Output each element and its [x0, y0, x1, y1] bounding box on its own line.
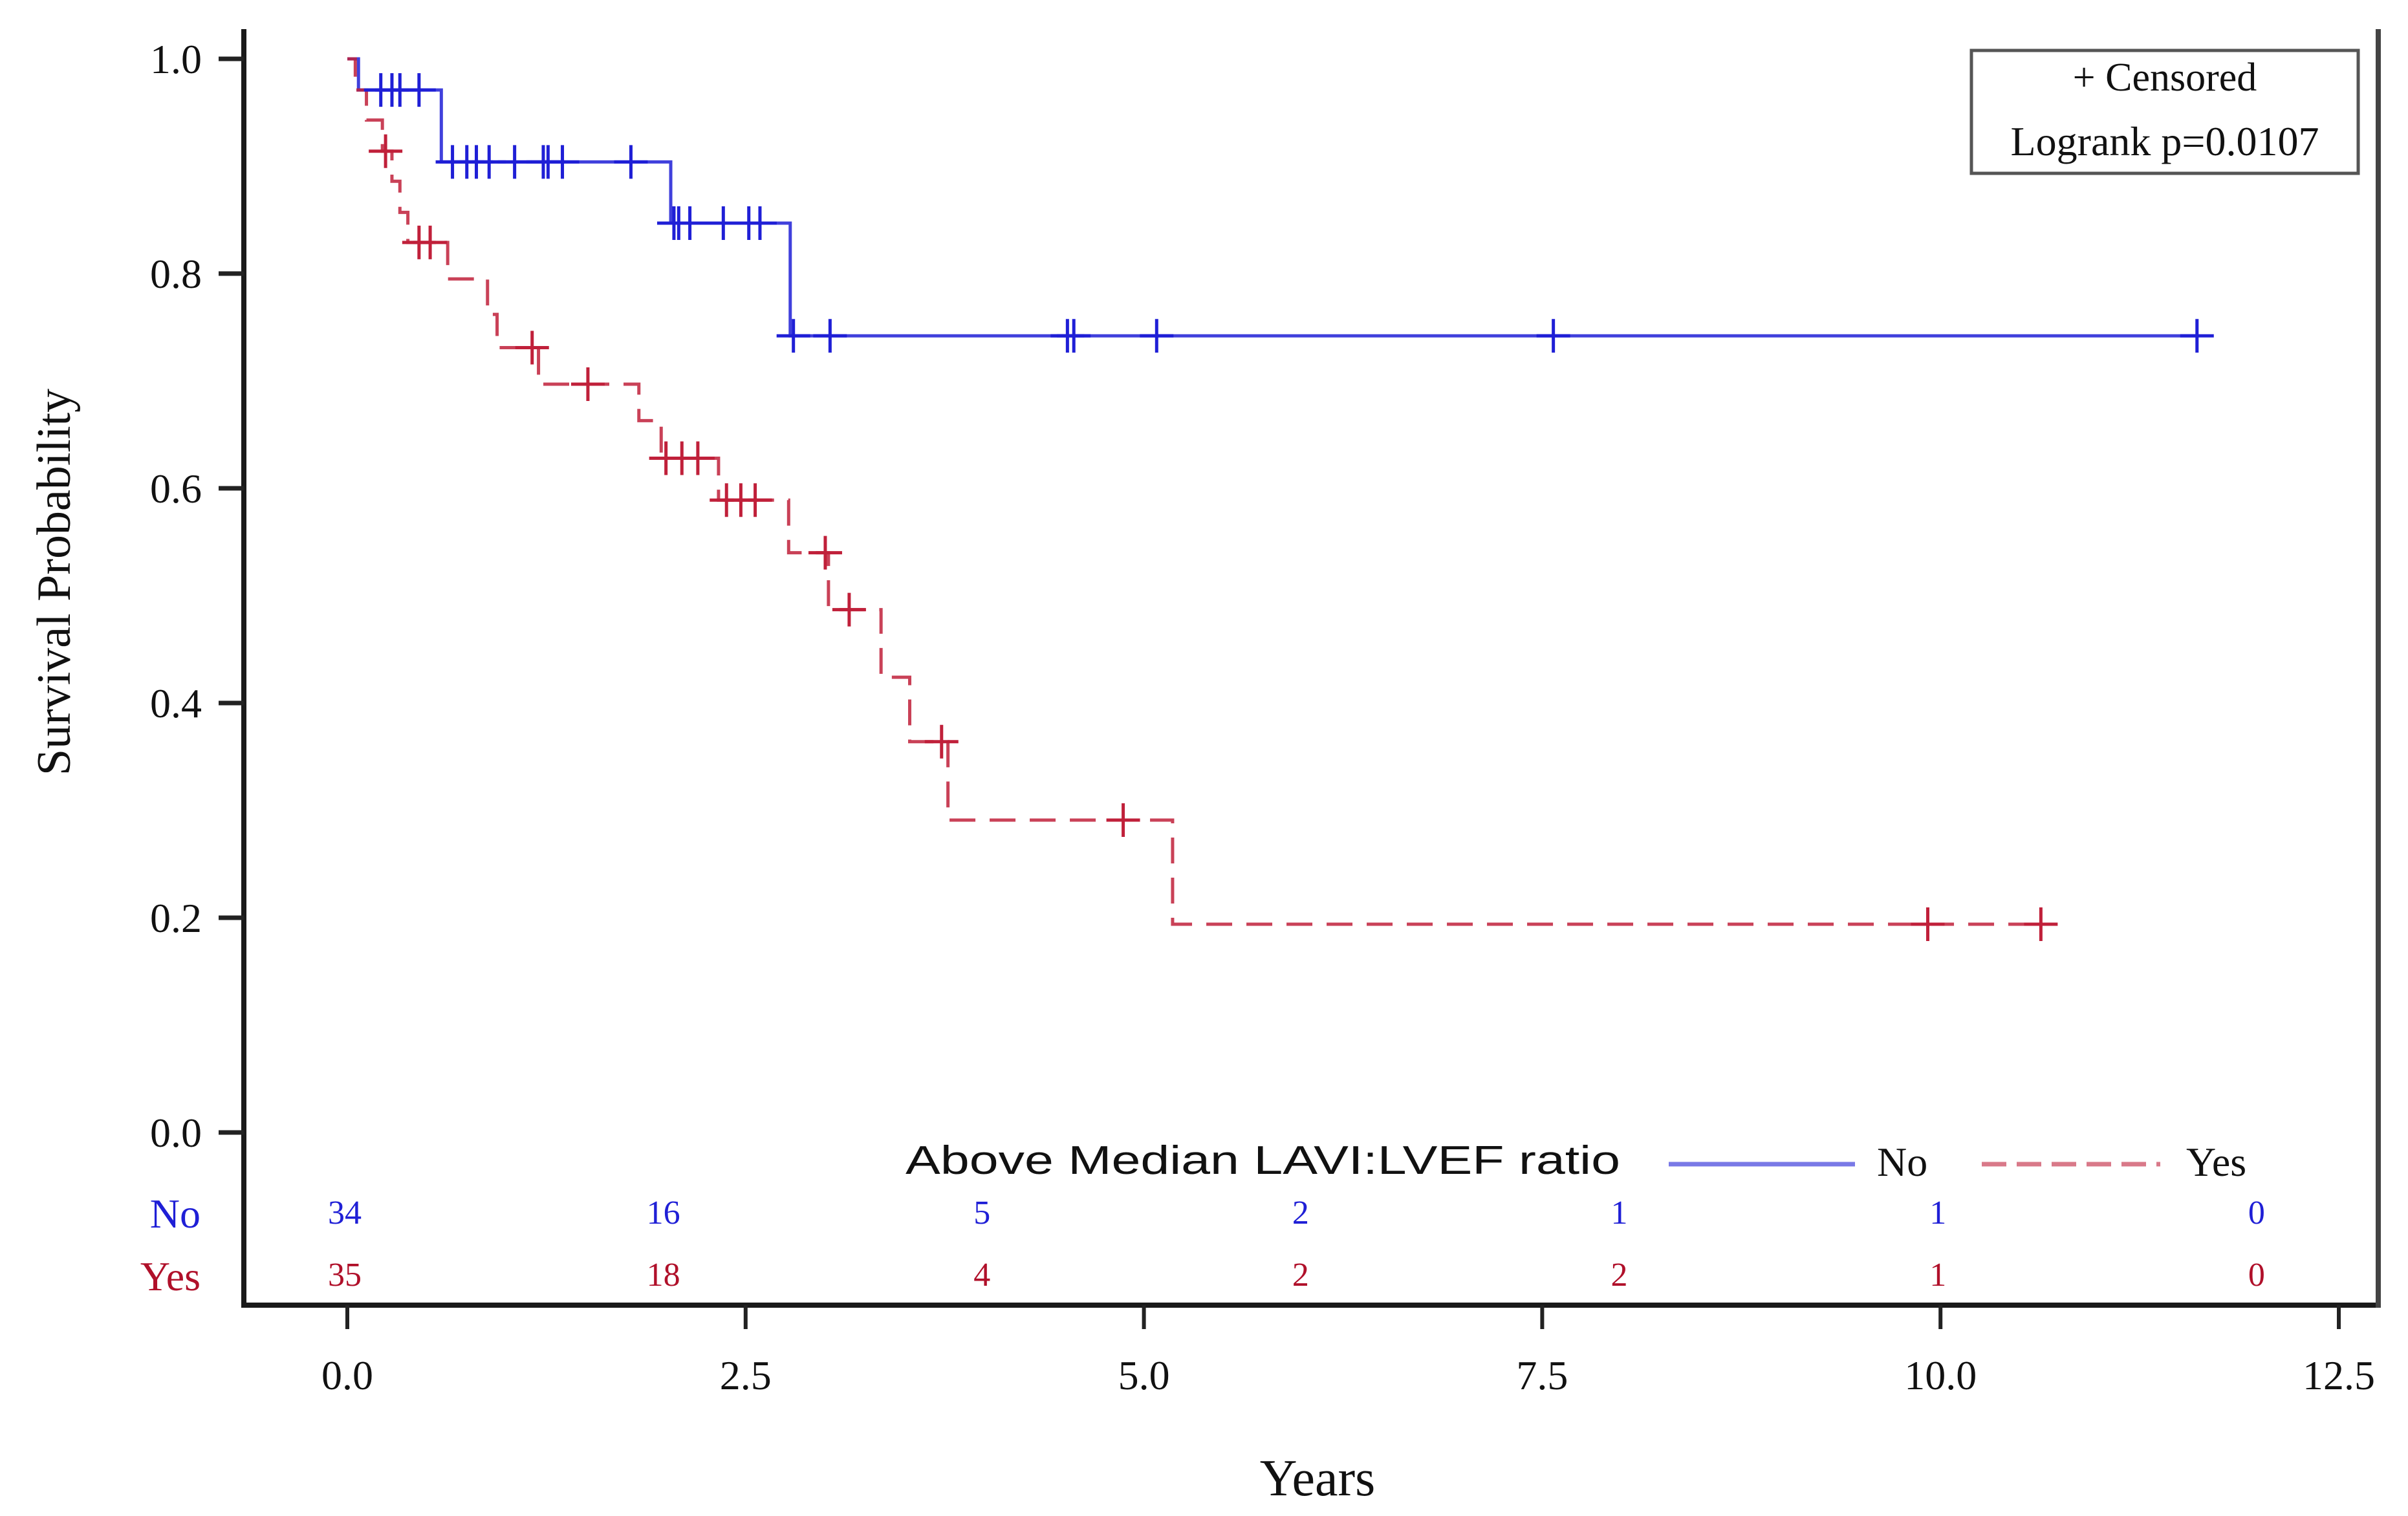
annotation-box-border [1969, 49, 2360, 175]
censor-mark-yes [808, 536, 842, 570]
censor-mark-no [545, 145, 580, 179]
risk-count-no: 0 [2248, 1195, 2265, 1231]
risk-count-no: 1 [1929, 1195, 1946, 1231]
x-axis-label: Years [1260, 1450, 1376, 1507]
censored-label: + Censored [2073, 56, 2257, 100]
y-tick-label: 0.0 [150, 1110, 202, 1156]
risk-count-no: 1 [1611, 1195, 1628, 1231]
censor-mark-yes [924, 724, 959, 759]
risk-count-no: 16 [647, 1195, 680, 1231]
censor-mark-yes [570, 367, 605, 401]
x-tick-label: 2.5 [720, 1352, 772, 1398]
risk-count-yes: 2 [1292, 1257, 1309, 1294]
censor-mark-yes [738, 483, 772, 517]
y-tick-label: 0.2 [150, 895, 202, 941]
censor-mark-yes [515, 330, 549, 365]
x-tick-label: 12.5 [2303, 1352, 2375, 1398]
censor-mark-no [813, 319, 847, 353]
legend-title: Above Median LAVI:LVEF ratio [906, 1138, 1620, 1183]
censor-mark-yes [1106, 803, 1140, 837]
x-tick-label: 10.0 [1904, 1352, 1977, 1398]
censor-mark-no [673, 206, 707, 240]
censor-mark-yes [413, 225, 448, 259]
censor-mark-no [614, 145, 648, 179]
risk-count-yes: 18 [647, 1257, 680, 1294]
censor-mark-no [2180, 319, 2214, 353]
censor-mark-no [776, 319, 810, 353]
risk-count-yes: 4 [973, 1257, 990, 1294]
censor-mark-yes [2024, 907, 2058, 941]
survival-curve-no [347, 57, 2197, 338]
risk-row-label-yes: Yes [140, 1253, 201, 1299]
legend: Above Median LAVI:LVEF ratio No Yes [906, 1138, 2246, 1185]
censor-mark-yes [832, 592, 866, 627]
legend-label-no: No [1877, 1139, 1927, 1185]
y-tick-label: 0.8 [150, 251, 202, 297]
risk-count-no: 5 [973, 1195, 990, 1231]
censor-mark-no [1536, 319, 1570, 353]
legend-label-yes: Yes [2186, 1139, 2246, 1185]
censor-mark-no [1140, 319, 1174, 353]
x-tick-label: 0.0 [321, 1352, 373, 1398]
survival-curves [347, 57, 2197, 926]
censor-mark-yes [369, 134, 403, 168]
risk-row-label-no: No [150, 1191, 201, 1237]
y-axis-label: Survival Probability [28, 389, 81, 775]
survival-curve-yes [347, 57, 2041, 926]
x-tick-label: 7.5 [1516, 1352, 1568, 1398]
annotation-box: + Censored Logrank p=0.0107 [1969, 49, 2360, 175]
risk-count-yes: 2 [1611, 1257, 1628, 1294]
censor-mark-yes [1911, 907, 1945, 941]
risk-count-yes: 35 [328, 1257, 362, 1294]
y-tick-label: 0.4 [150, 680, 202, 726]
censor-mark-no [1057, 319, 1091, 353]
censor-mark-yes [680, 441, 715, 475]
y-tick-label: 0.6 [150, 466, 202, 512]
x-axis-ticks: 0.0 2.5 5.0 7.5 10.0 12.5 [321, 1305, 2375, 1398]
censor-mark-no [743, 206, 777, 240]
y-axis-ticks: 0.0 0.2 0.4 0.6 0.8 1.0 [150, 36, 244, 1156]
risk-count-yes: 0 [2248, 1257, 2265, 1294]
y-tick-label: 1.0 [150, 36, 202, 82]
risk-count-yes: 1 [1929, 1257, 1946, 1294]
censor-mark-no [402, 73, 436, 107]
logrank-label: Logrank p=0.0107 [2011, 118, 2319, 164]
risk-count-no: 2 [1292, 1195, 1309, 1231]
censor-mark-no [497, 145, 532, 179]
x-tick-label: 5.0 [1118, 1352, 1170, 1398]
risk-table: No Yes 34 16 5 2 1 1 0 35 18 4 2 2 1 0 [140, 1191, 2265, 1299]
risk-count-no: 34 [328, 1195, 362, 1231]
censor-marks [363, 73, 2214, 941]
